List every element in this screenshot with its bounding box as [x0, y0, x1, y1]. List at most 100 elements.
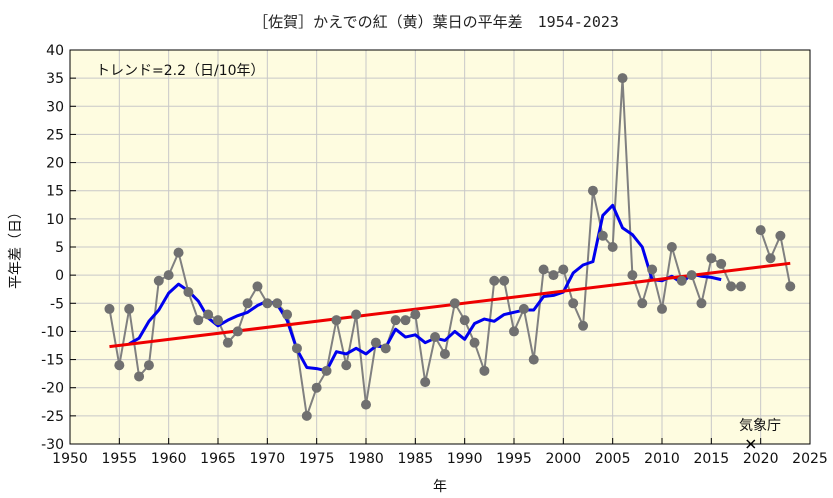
annual-point	[568, 298, 579, 309]
y-axis-label: 平年差（日）	[8, 205, 24, 289]
annual-point	[430, 332, 441, 343]
annual-point	[143, 360, 154, 371]
x-tick-label: 1985	[398, 451, 434, 467]
annual-point	[104, 303, 115, 314]
x-tick-label: 2015	[694, 451, 730, 467]
x-tick-label: 2000	[546, 451, 582, 467]
annual-point	[380, 343, 391, 354]
x-tick-label: 1955	[102, 451, 138, 467]
x-tick-label: 1965	[200, 451, 236, 467]
trend-line	[109, 261, 791, 349]
annual-point	[617, 73, 628, 84]
annual-point	[252, 281, 263, 292]
y-tick-label: -10	[41, 324, 64, 340]
annual-point	[193, 315, 204, 326]
y-tick-label: -25	[41, 409, 64, 425]
annual-point	[213, 315, 223, 326]
annual-point	[370, 337, 381, 348]
x-tick-label: 1995	[496, 451, 532, 467]
annual-point	[686, 270, 697, 281]
annual-point	[765, 253, 776, 264]
x-tick-label: 1975	[299, 451, 335, 467]
annual-point	[114, 360, 125, 371]
annual-point	[528, 354, 539, 365]
chart-title: ［佐賀］かえでの紅（黄）葉日の平年差 1954-2023	[253, 13, 619, 31]
annual-point	[647, 264, 658, 275]
annual-point	[637, 298, 648, 309]
x-axis-ticks: 1950 1955 1960 1965 1970 1975 1980 1985 1990 1995…	[52, 438, 828, 467]
annual-point	[489, 275, 500, 286]
annual-point	[676, 275, 687, 286]
annual-point	[134, 371, 145, 382]
moving-average-line	[128, 203, 722, 373]
annual-point	[775, 230, 786, 241]
y-tick-label: 35	[46, 71, 64, 87]
annual-point	[400, 315, 411, 326]
x-axis-label: 年	[433, 479, 447, 495]
annual-point	[657, 303, 667, 314]
annual-point	[311, 382, 322, 393]
annual-point	[341, 360, 352, 371]
x-tick-label: 2010	[644, 451, 680, 467]
series-layer	[104, 73, 796, 449]
annual-point	[183, 287, 194, 298]
y-tick-label: -5	[50, 296, 64, 312]
x-tick-label: 2020	[743, 451, 779, 467]
annual-point	[173, 247, 184, 258]
y-tick-label: 5	[55, 240, 64, 256]
annual-point	[351, 309, 362, 320]
annual-point	[459, 315, 470, 326]
x-tick-label: 1990	[447, 451, 483, 467]
annual-point	[716, 258, 727, 269]
annual-point	[578, 320, 589, 331]
annual-point	[390, 315, 401, 326]
annual-point	[153, 275, 164, 286]
annual-point	[439, 348, 450, 359]
annual-point	[696, 298, 707, 309]
y-tick-label: 15	[46, 184, 64, 200]
y-tick-label: 30	[46, 99, 64, 115]
annual-point	[242, 298, 253, 309]
y-tick-label: 40	[46, 43, 64, 59]
trend-label: トレンド=2.2（日/10年）	[96, 63, 265, 79]
annual-point	[301, 410, 312, 421]
plot-frame	[69, 49, 811, 445]
y-tick-label: 25	[46, 127, 64, 143]
annual-point	[627, 270, 638, 281]
annual-point	[163, 270, 174, 281]
annual-line	[759, 229, 792, 287]
y-tick-label: -15	[41, 353, 64, 369]
annual-point	[726, 281, 737, 292]
x-tick-label: 2025	[792, 451, 828, 467]
annual-point	[666, 242, 677, 252]
x-tick-label: 2005	[595, 451, 631, 467]
annual-point	[548, 270, 559, 281]
annual-point	[124, 303, 135, 314]
annual-point	[587, 185, 598, 196]
annual-point	[420, 377, 431, 388]
annual-point	[449, 298, 460, 309]
annual-point	[755, 225, 766, 236]
annual-point	[597, 230, 608, 241]
y-tick-label: 10	[46, 212, 64, 228]
y-tick-label: -30	[41, 437, 64, 453]
x-tick-label: 1950	[52, 451, 88, 467]
annual-point	[607, 242, 618, 252]
annual-point	[272, 298, 283, 309]
annual-point	[538, 264, 549, 275]
annual-point	[232, 326, 243, 337]
annual-point	[509, 326, 519, 337]
annual-point	[735, 281, 746, 292]
annual-point	[479, 365, 490, 376]
y-tick-label: -20	[41, 381, 64, 397]
x-tick-label: 1960	[151, 451, 187, 467]
annual-point	[558, 264, 569, 275]
annual-point	[361, 399, 371, 410]
annual-point	[291, 343, 302, 354]
annual-point	[282, 309, 293, 320]
y-tick-label: 20	[46, 156, 64, 172]
annual-point	[262, 298, 273, 309]
y-tick-label: 0	[55, 268, 64, 284]
source-label: 気象庁	[739, 418, 781, 434]
